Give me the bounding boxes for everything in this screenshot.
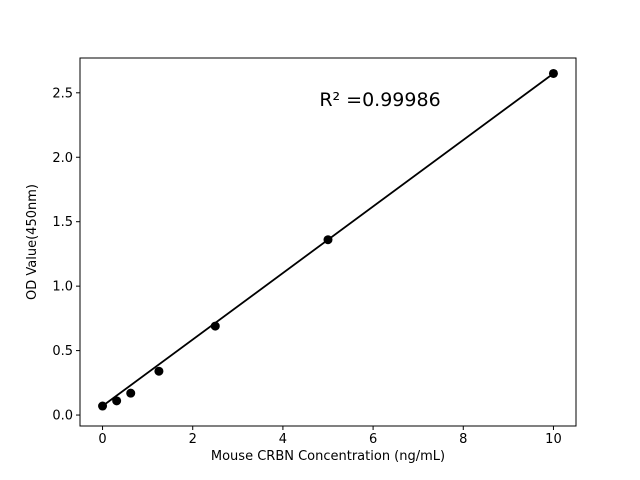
x-tick-label: 0	[98, 432, 106, 447]
y-tick-label: 2.5	[52, 86, 73, 101]
data-point	[210, 321, 220, 331]
data-point	[548, 68, 558, 78]
x-tick-label: 4	[279, 432, 287, 447]
x-tick-label: 8	[459, 432, 467, 447]
r-squared-annotation: R² =0.99986	[319, 89, 441, 111]
y-axis-label: OD Value(450nm)	[25, 184, 40, 300]
data-point	[154, 366, 164, 376]
data-point	[112, 396, 122, 406]
data-point	[126, 388, 136, 398]
x-tick-label: 6	[369, 432, 377, 447]
x-tick-label: 10	[545, 432, 562, 447]
y-tick-label: 0.5	[52, 344, 73, 359]
data-point	[323, 235, 333, 245]
data-point	[98, 401, 108, 411]
x-axis-label: Mouse CRBN Concentration (ng/mL)	[210, 449, 446, 464]
y-tick-label: 1.0	[52, 280, 73, 295]
plot-area: 0 2 4 6 8 10 0.0 0.5 1.0 1.5 2.0 2.5	[52, 57, 577, 447]
x-tick-label: 2	[189, 432, 197, 447]
y-tick-label: 1.5	[52, 215, 73, 230]
y-tick-label: 2.0	[52, 151, 73, 166]
y-tick-label: 0.0	[52, 409, 73, 424]
axes-frame	[79, 57, 577, 427]
